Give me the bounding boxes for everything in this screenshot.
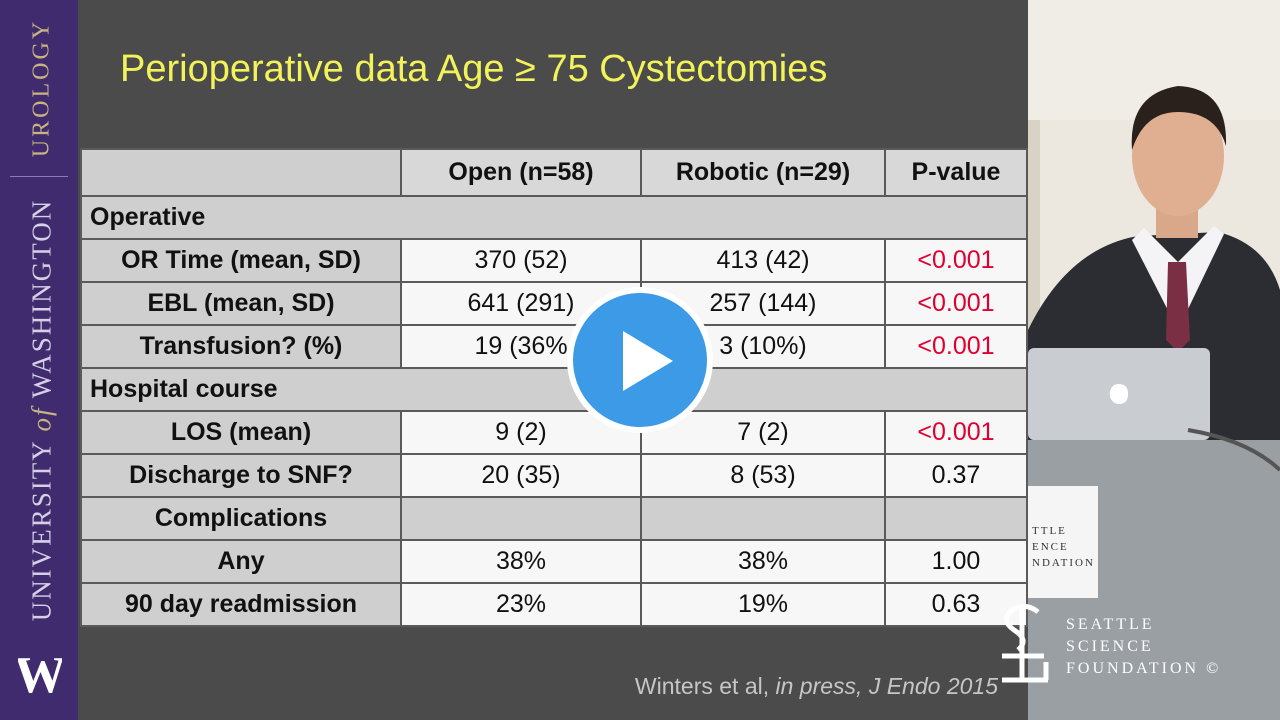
table-row-subheader: Complications — [80, 496, 1028, 541]
robotic-value: 19% — [640, 582, 886, 627]
row-label: Transfusion? (%) — [80, 324, 402, 369]
p-value: <0.001 — [884, 281, 1028, 326]
table-row: EBL (mean, SD) 641 (291) 257 (144) <0.00… — [80, 281, 1028, 326]
ssf-line: SCIENCE — [1066, 638, 1154, 655]
table-row: OR Time (mean, SD) 370 (52) 413 (42) <0.… — [80, 238, 1028, 283]
row-label: EBL (mean, SD) — [80, 281, 402, 326]
university-name-post: WASHINGTON — [26, 198, 57, 407]
strip-divider — [10, 176, 68, 177]
p-value: <0.001 — [884, 410, 1028, 455]
open-value: 20 (35) — [400, 453, 642, 498]
row-label: Complications — [80, 496, 402, 541]
speaker-hair — [1131, 86, 1227, 150]
university-name: UNIVERSITY of WASHINGTON — [27, 199, 58, 622]
open-value: 38% — [400, 539, 642, 584]
row-label: 90 day readmission — [80, 582, 402, 627]
citation-source: in press, J Endo 2015 — [775, 673, 998, 699]
ssf-monogram-icon — [1002, 604, 1049, 683]
university-name-of: of — [26, 406, 57, 432]
seattle-science-foundation-logo: SEATTLE SCIENCE FOUNDATION © — [992, 600, 1232, 690]
slide-citation: Winters et al, in press, J Endo 2015 — [635, 673, 998, 700]
section-title: Operative — [80, 195, 1028, 240]
robotic-value — [640, 496, 886, 541]
section-row-hospital-course: Hospital course — [80, 367, 1028, 412]
row-label: LOS (mean) — [80, 410, 402, 455]
play-icon[interactable] — [623, 331, 673, 391]
header-robotic: Robotic (n=29) — [640, 148, 886, 197]
p-value: 0.37 — [884, 453, 1028, 498]
open-value: 23% — [400, 582, 642, 627]
section-row-operative: Operative — [80, 195, 1028, 240]
header-pvalue: P-value — [884, 148, 1028, 197]
row-label: OR Time (mean, SD) — [80, 238, 402, 283]
row-label: Any — [80, 539, 402, 584]
department-label: UROLOGY — [28, 18, 55, 158]
robotic-value: 413 (42) — [640, 238, 886, 283]
table-row: Transfusion? (%) 19 (36% 3 (10%) <0.001 — [80, 324, 1028, 369]
university-name-pre: UNIVERSITY — [26, 431, 57, 622]
podium-sign — [1028, 486, 1098, 598]
speaker-scene: TTLE ENCE NDATION — [1028, 0, 1280, 720]
slide-title: Perioperative data Age ≥ 75 Cystectomies — [120, 48, 828, 90]
table-row: 90 day readmission 23% 19% 0.63 — [80, 582, 1028, 627]
p-value — [884, 496, 1028, 541]
robotic-value: 3 (10%) — [640, 324, 886, 369]
speaker-tie — [1166, 262, 1190, 352]
p-value: <0.001 — [884, 238, 1028, 283]
uw-w-letter: W — [18, 647, 62, 704]
perioperative-data-table: Open (n=58) Robotic (n=29) P-value Opera… — [80, 148, 1028, 627]
table-header-row: Open (n=58) Robotic (n=29) P-value — [80, 148, 1028, 197]
open-value — [400, 496, 642, 541]
robotic-value: 38% — [640, 539, 886, 584]
row-label: Discharge to SNF? — [80, 453, 402, 498]
p-value: <0.001 — [884, 324, 1028, 369]
robotic-value: 8 (53) — [640, 453, 886, 498]
ssf-line: FOUNDATION © — [1066, 660, 1222, 677]
apple-logo-icon — [1109, 384, 1128, 404]
speaker-face — [1132, 96, 1224, 216]
podium-sign-text: NDATION — [1032, 557, 1095, 569]
header-corner — [80, 148, 402, 197]
header-open: Open (n=58) — [400, 148, 642, 197]
presentation-slide: Perioperative data Age ≥ 75 Cystectomies… — [78, 0, 1028, 720]
open-value: 370 (52) — [400, 238, 642, 283]
table-row: Any 38% 38% 1.00 — [80, 539, 1028, 584]
microphone — [1187, 428, 1280, 472]
section-title: Hospital course — [80, 367, 1028, 412]
play-button[interactable] — [567, 287, 713, 433]
podium-sign-text: ENCE — [1032, 541, 1069, 553]
speaker-video-area: TTLE ENCE NDATION — [1028, 0, 1280, 720]
table-row: LOS (mean) 9 (2) 7 (2) <0.001 — [80, 410, 1028, 455]
ssf-wordmark: SEATTLE SCIENCE FOUNDATION © — [1066, 614, 1221, 680]
table-row: Discharge to SNF? 20 (35) 8 (53) 0.37 — [80, 453, 1028, 498]
p-value: 1.00 — [884, 539, 1028, 584]
podium-sign-text: TTLE — [1032, 525, 1067, 537]
citation-authors: Winters et al, — [634, 673, 776, 699]
uw-w-logo: W — [18, 647, 62, 704]
ssf-line: SEATTLE — [1066, 616, 1155, 633]
university-side-strip: UROLOGY UNIVERSITY of WASHINGTON W — [0, 0, 78, 720]
